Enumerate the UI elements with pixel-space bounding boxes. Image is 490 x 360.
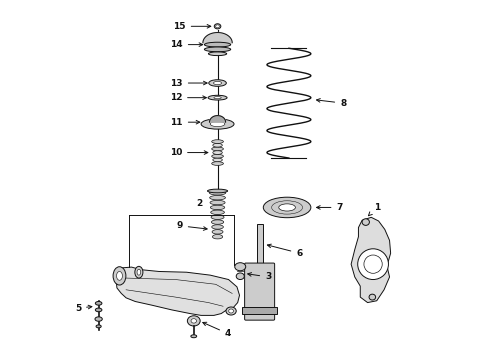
Text: 10: 10 [170, 148, 208, 157]
Ellipse shape [204, 47, 231, 52]
Ellipse shape [191, 319, 196, 323]
Ellipse shape [213, 234, 222, 239]
Ellipse shape [212, 230, 223, 234]
Text: 9: 9 [176, 221, 207, 230]
Polygon shape [116, 267, 240, 315]
Ellipse shape [214, 96, 221, 99]
Ellipse shape [135, 266, 143, 278]
Ellipse shape [213, 143, 222, 147]
Ellipse shape [209, 190, 226, 195]
Text: 15: 15 [173, 22, 211, 31]
Text: 11: 11 [171, 118, 200, 127]
Text: 4: 4 [203, 322, 231, 338]
Text: 7: 7 [317, 203, 343, 212]
Ellipse shape [213, 158, 222, 162]
Polygon shape [210, 116, 225, 122]
Ellipse shape [279, 204, 295, 211]
Ellipse shape [263, 197, 311, 218]
Polygon shape [257, 224, 263, 264]
Ellipse shape [96, 325, 101, 328]
Polygon shape [351, 217, 391, 303]
Polygon shape [203, 32, 232, 43]
Ellipse shape [204, 42, 231, 47]
Ellipse shape [229, 309, 233, 313]
Text: 8: 8 [317, 99, 346, 108]
Text: 1: 1 [368, 203, 380, 216]
Text: 3: 3 [248, 273, 271, 282]
Ellipse shape [226, 307, 236, 315]
Text: 2: 2 [196, 199, 202, 208]
Text: 5: 5 [75, 303, 92, 312]
Ellipse shape [212, 162, 223, 165]
Ellipse shape [95, 317, 102, 321]
Text: 6: 6 [268, 244, 302, 258]
Text: 13: 13 [171, 78, 207, 87]
Ellipse shape [369, 294, 376, 300]
Ellipse shape [187, 316, 200, 326]
Text: 14: 14 [170, 40, 203, 49]
Ellipse shape [212, 140, 223, 143]
Ellipse shape [212, 225, 223, 229]
Circle shape [358, 249, 389, 279]
Ellipse shape [117, 271, 122, 280]
Ellipse shape [137, 269, 141, 275]
Ellipse shape [191, 335, 196, 338]
Ellipse shape [208, 52, 227, 55]
Ellipse shape [214, 24, 221, 29]
Ellipse shape [113, 267, 126, 285]
Ellipse shape [96, 301, 102, 305]
Text: 12: 12 [170, 93, 206, 102]
Ellipse shape [96, 308, 102, 312]
Ellipse shape [214, 81, 221, 85]
Ellipse shape [210, 121, 225, 127]
Ellipse shape [208, 95, 227, 100]
Polygon shape [242, 307, 277, 314]
Ellipse shape [209, 80, 226, 86]
Ellipse shape [210, 205, 225, 210]
Ellipse shape [211, 210, 224, 215]
Ellipse shape [213, 151, 222, 154]
Ellipse shape [210, 195, 225, 200]
Ellipse shape [207, 189, 228, 193]
Ellipse shape [211, 220, 224, 224]
Ellipse shape [235, 263, 245, 271]
Ellipse shape [210, 201, 225, 205]
Ellipse shape [236, 273, 245, 279]
Ellipse shape [212, 154, 223, 158]
FancyBboxPatch shape [245, 263, 274, 320]
Ellipse shape [216, 25, 220, 28]
Ellipse shape [211, 215, 224, 219]
Ellipse shape [201, 119, 234, 129]
Ellipse shape [362, 219, 369, 225]
Ellipse shape [212, 147, 223, 151]
